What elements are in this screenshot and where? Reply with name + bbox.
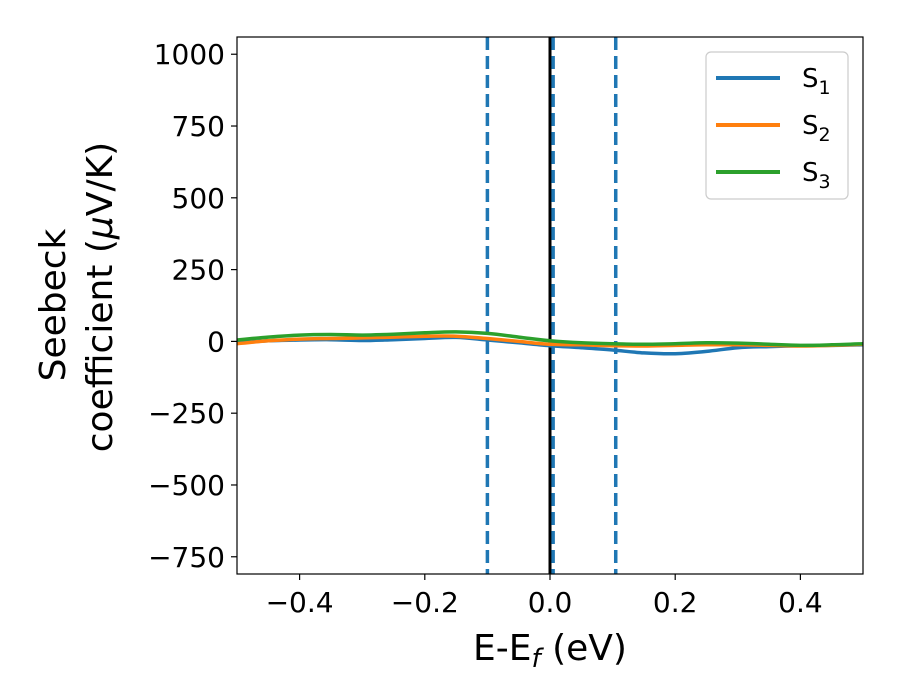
legend-label-S1: S1 <box>802 64 831 99</box>
y-axis-title-line2: coefficient (μV/K) <box>80 142 121 452</box>
y-tick-label: 500 <box>172 182 225 215</box>
y-axis-title-text: coefficient ( <box>80 239 121 452</box>
x-axis-title: E-Ef (eV) <box>473 628 627 674</box>
y-tick-label: 250 <box>172 254 225 287</box>
legend: S1 S2 S3 <box>705 51 849 200</box>
y-tick-label: −750 <box>148 541 225 574</box>
y-tick-label: 0 <box>207 325 225 358</box>
x-tick-label: 0.2 <box>653 586 698 619</box>
series-lines <box>236 330 864 356</box>
x-tick-label: 0.0 <box>528 586 573 619</box>
y-tick-label: 750 <box>172 110 225 143</box>
y-axis-ticks: 1000 750 500 250 0 −250 −500 −750 <box>148 38 237 574</box>
legend-label-S2: S2 <box>802 111 831 146</box>
x-axis-title-main: E-E <box>473 628 531 669</box>
x-tick-label: −0.2 <box>391 586 459 619</box>
x-tick-label: −0.4 <box>266 586 334 619</box>
x-axis-title-unit: (eV) <box>541 628 627 669</box>
y-tick-label: −250 <box>148 397 225 430</box>
y-axis-title-line1: Seebeck <box>33 228 74 381</box>
y-axis-title-mu: μ <box>80 216 121 240</box>
series-line-S3 <box>236 330 864 348</box>
y-tick-label: 1000 <box>154 38 225 71</box>
x-axis-ticks: −0.4 −0.2 0.0 0.2 0.4 <box>266 574 823 619</box>
x-tick-label: 0.4 <box>778 586 823 619</box>
y-tick-label: −500 <box>148 469 225 502</box>
legend-label-S3: S3 <box>802 158 831 193</box>
y-axis-title-unit: V/K) <box>80 142 121 216</box>
reference-lines <box>485 37 618 574</box>
